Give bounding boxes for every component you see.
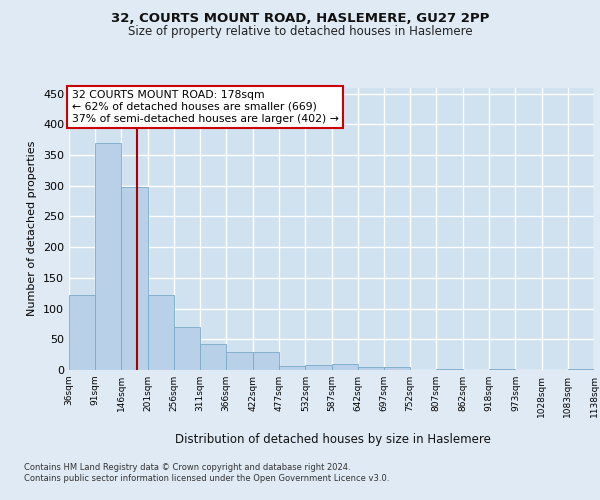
Bar xyxy=(436,369,463,370)
Bar xyxy=(200,344,226,370)
Bar xyxy=(121,187,148,370)
Text: Contains public sector information licensed under the Open Government Licence v3: Contains public sector information licen… xyxy=(24,474,389,483)
Text: Size of property relative to detached houses in Haslemere: Size of property relative to detached ho… xyxy=(128,25,472,38)
Bar xyxy=(69,295,95,370)
Bar xyxy=(384,367,410,370)
Y-axis label: Number of detached properties: Number of detached properties xyxy=(28,141,37,316)
Bar xyxy=(568,369,594,370)
Bar xyxy=(279,366,305,370)
Bar xyxy=(358,367,384,370)
Bar xyxy=(95,143,121,370)
Text: Contains HM Land Registry data © Crown copyright and database right 2024.: Contains HM Land Registry data © Crown c… xyxy=(24,462,350,471)
Bar xyxy=(331,364,358,370)
Bar xyxy=(253,352,279,370)
Bar xyxy=(489,369,515,370)
Text: 32 COURTS MOUNT ROAD: 178sqm
← 62% of detached houses are smaller (669)
37% of s: 32 COURTS MOUNT ROAD: 178sqm ← 62% of de… xyxy=(71,90,338,124)
Text: 32, COURTS MOUNT ROAD, HASLEMERE, GU27 2PP: 32, COURTS MOUNT ROAD, HASLEMERE, GU27 2… xyxy=(111,12,489,26)
Bar xyxy=(148,295,174,370)
Bar xyxy=(226,352,253,370)
Bar xyxy=(305,365,331,370)
Bar xyxy=(174,327,200,370)
Text: Distribution of detached houses by size in Haslemere: Distribution of detached houses by size … xyxy=(175,432,491,446)
